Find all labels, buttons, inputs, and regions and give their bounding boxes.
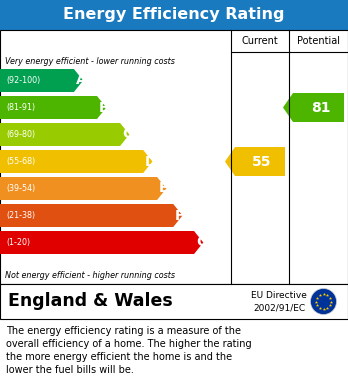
Polygon shape (0, 150, 152, 173)
Text: lower the fuel bills will be.: lower the fuel bills will be. (6, 365, 134, 375)
Polygon shape (0, 69, 83, 92)
Text: Energy Efficiency Rating: Energy Efficiency Rating (63, 7, 285, 23)
Bar (0, 0, 348, 30)
Text: E: E (159, 181, 168, 196)
Text: (81-91): (81-91) (6, 103, 35, 112)
Text: F: F (175, 208, 185, 222)
Text: G: G (196, 235, 207, 249)
Text: overall efficiency of a home. The higher the rating: overall efficiency of a home. The higher… (6, 339, 252, 349)
Text: Very energy efficient - lower running costs: Very energy efficient - lower running co… (5, 57, 175, 66)
Text: B: B (99, 100, 110, 115)
Text: (39-54): (39-54) (6, 184, 35, 193)
Text: Not energy efficient - higher running costs: Not energy efficient - higher running co… (5, 271, 175, 280)
Text: England & Wales: England & Wales (8, 292, 173, 310)
Text: (21-38): (21-38) (6, 211, 35, 220)
Text: D: D (145, 154, 157, 169)
Polygon shape (0, 96, 106, 119)
Text: Current: Current (242, 36, 278, 46)
Text: the more energy efficient the home is and the: the more energy efficient the home is an… (6, 352, 232, 362)
Circle shape (310, 289, 337, 314)
Text: (55-68): (55-68) (6, 157, 35, 166)
Text: Potential: Potential (297, 36, 340, 46)
Bar (0, 284, 348, 319)
Text: 55: 55 (252, 154, 272, 169)
Text: (69-80): (69-80) (6, 130, 35, 139)
Text: C: C (122, 127, 132, 142)
Text: A: A (76, 74, 87, 88)
Text: 81: 81 (311, 100, 330, 115)
Polygon shape (0, 177, 166, 200)
Text: (1-20): (1-20) (6, 238, 30, 247)
Polygon shape (0, 231, 203, 254)
Text: (92-100): (92-100) (6, 76, 40, 85)
Text: EU Directive
2002/91/EC: EU Directive 2002/91/EC (251, 291, 307, 312)
Bar (0, 30, 348, 284)
Polygon shape (0, 123, 129, 146)
Polygon shape (0, 204, 182, 227)
Polygon shape (225, 147, 285, 176)
Polygon shape (283, 93, 344, 122)
Text: The energy efficiency rating is a measure of the: The energy efficiency rating is a measur… (6, 326, 241, 336)
